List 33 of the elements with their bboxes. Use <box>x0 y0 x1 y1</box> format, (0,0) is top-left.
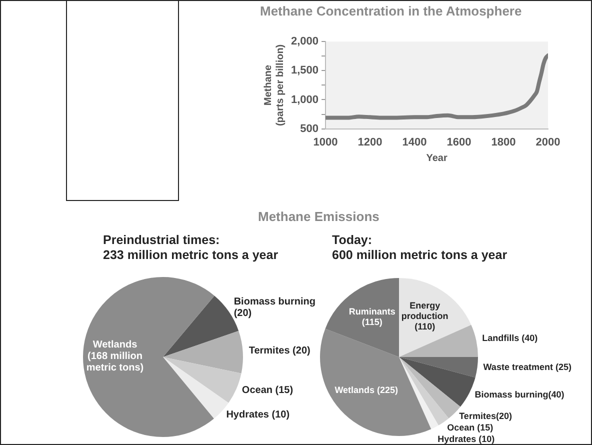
chart-title: Preindustrial times: <box>103 233 221 248</box>
slice-label: Ocean (15) <box>242 385 294 396</box>
x-tick-label: 1000 <box>313 136 338 148</box>
y-tick-label: 500 <box>300 122 319 135</box>
slice-label: Ruminants (115) <box>348 306 396 327</box>
y-tick-label: 2,000 <box>290 36 319 48</box>
x-axis-title: Year <box>426 152 448 164</box>
slice-label: Hydrates (10) <box>438 434 495 444</box>
line-series <box>326 54 548 120</box>
slice-label: Energy production (110) <box>401 300 448 332</box>
x-tick-label: 1400 <box>402 136 427 148</box>
slice-label: Biomass burning(40) <box>474 389 564 400</box>
chart-title: Methane Concentration in the Atmosphere <box>260 3 522 18</box>
y-tick-label: 1,500 <box>290 64 319 77</box>
y-axis-title: Methane (parts per billion) <box>262 44 286 126</box>
slice-label: Termites(20) <box>459 410 512 421</box>
slice-label: Waste treatment (25) <box>483 362 572 372</box>
chart-subtitle: 233 million metric tons a year <box>103 248 278 263</box>
chart-subtitle: 600 million metric tons a year <box>332 248 508 263</box>
text: Methane Emissions <box>258 209 380 224</box>
slice-label: Ocean (15) <box>447 422 494 432</box>
y-tick-label: 1,000 <box>290 94 319 106</box>
x-tick-label: 1800 <box>491 136 516 148</box>
slice-label: Termites (20) <box>248 346 310 357</box>
slice-label: Landfills (40) <box>482 333 538 344</box>
x-tick-label: 1600 <box>446 136 472 148</box>
slice-label: Hydrates (10) <box>226 409 290 420</box>
slice-label: Biomass burning (20) <box>234 296 316 319</box>
chart-title: Today: <box>332 233 374 248</box>
slice-label: Wetlands (225) <box>334 385 398 396</box>
x-tick-label: 1200 <box>358 136 382 148</box>
slice-label: Wetlands (168 million metric tons) <box>86 339 144 374</box>
x-tick-label: 2000 <box>536 136 560 148</box>
